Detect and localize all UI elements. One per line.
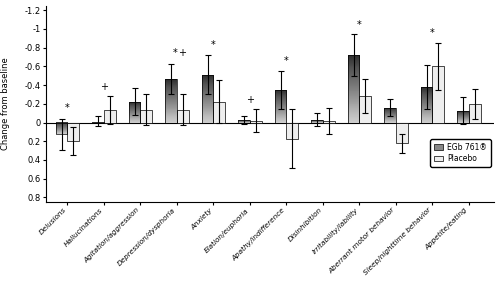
Bar (177, 110, 188, 123)
Bar (104, 110, 116, 123)
Bar (214, 102, 225, 123)
Text: +: + (178, 48, 186, 58)
Bar (286, 123, 298, 139)
Bar (360, 96, 371, 123)
Bar (68, 123, 79, 141)
Text: *: * (172, 48, 178, 58)
Bar (396, 123, 407, 143)
Bar (323, 121, 334, 123)
Text: *: * (357, 20, 362, 30)
Text: *: * (211, 41, 216, 50)
Text: +: + (100, 82, 108, 92)
Bar (250, 121, 262, 123)
Text: *: * (65, 103, 70, 113)
Text: +: + (246, 95, 254, 105)
Bar (432, 66, 444, 123)
Text: *: * (284, 56, 289, 66)
Legend: EGb 761®, Placebo: EGb 761®, Placebo (430, 139, 490, 167)
Bar (140, 110, 152, 123)
Y-axis label: Change from baseline: Change from baseline (0, 58, 10, 150)
Text: *: * (430, 28, 435, 38)
Bar (469, 104, 480, 123)
